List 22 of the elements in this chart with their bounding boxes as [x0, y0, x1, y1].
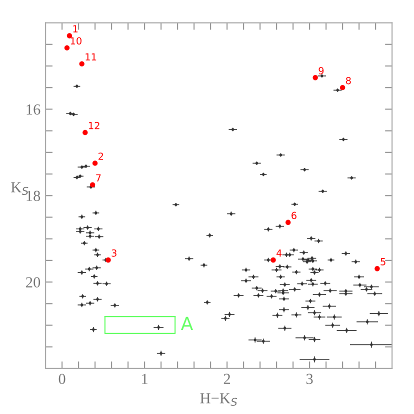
annotation: 6	[292, 212, 296, 220]
annotation: 9	[318, 67, 324, 74]
annotation: 4	[276, 250, 282, 257]
annotation: 11	[86, 53, 96, 60]
y-axis-title: K$_{S}$	[11, 182, 28, 195]
annotation: 2	[98, 152, 104, 160]
y-tick-label: 20	[26, 277, 40, 288]
y-tick-label: 18	[26, 190, 40, 202]
x-axis-title: H−K$_{S}$	[200, 393, 238, 406]
x-tick-label: 1	[142, 374, 148, 384]
annotation: 10	[70, 37, 82, 45]
x-tick-label: 0	[58, 374, 66, 384]
annotation: A	[180, 316, 194, 330]
annotation: 3	[112, 249, 116, 257]
x-tick-label: 3	[306, 374, 313, 384]
y-tick-label: 16	[26, 104, 40, 115]
annotation: 7	[96, 174, 101, 182]
x-tick-label: 2	[224, 374, 230, 384]
annotation: 8	[346, 76, 351, 84]
annotation: 5	[380, 258, 386, 266]
annotation: 1	[73, 25, 78, 32]
annotation: 12	[88, 122, 100, 130]
